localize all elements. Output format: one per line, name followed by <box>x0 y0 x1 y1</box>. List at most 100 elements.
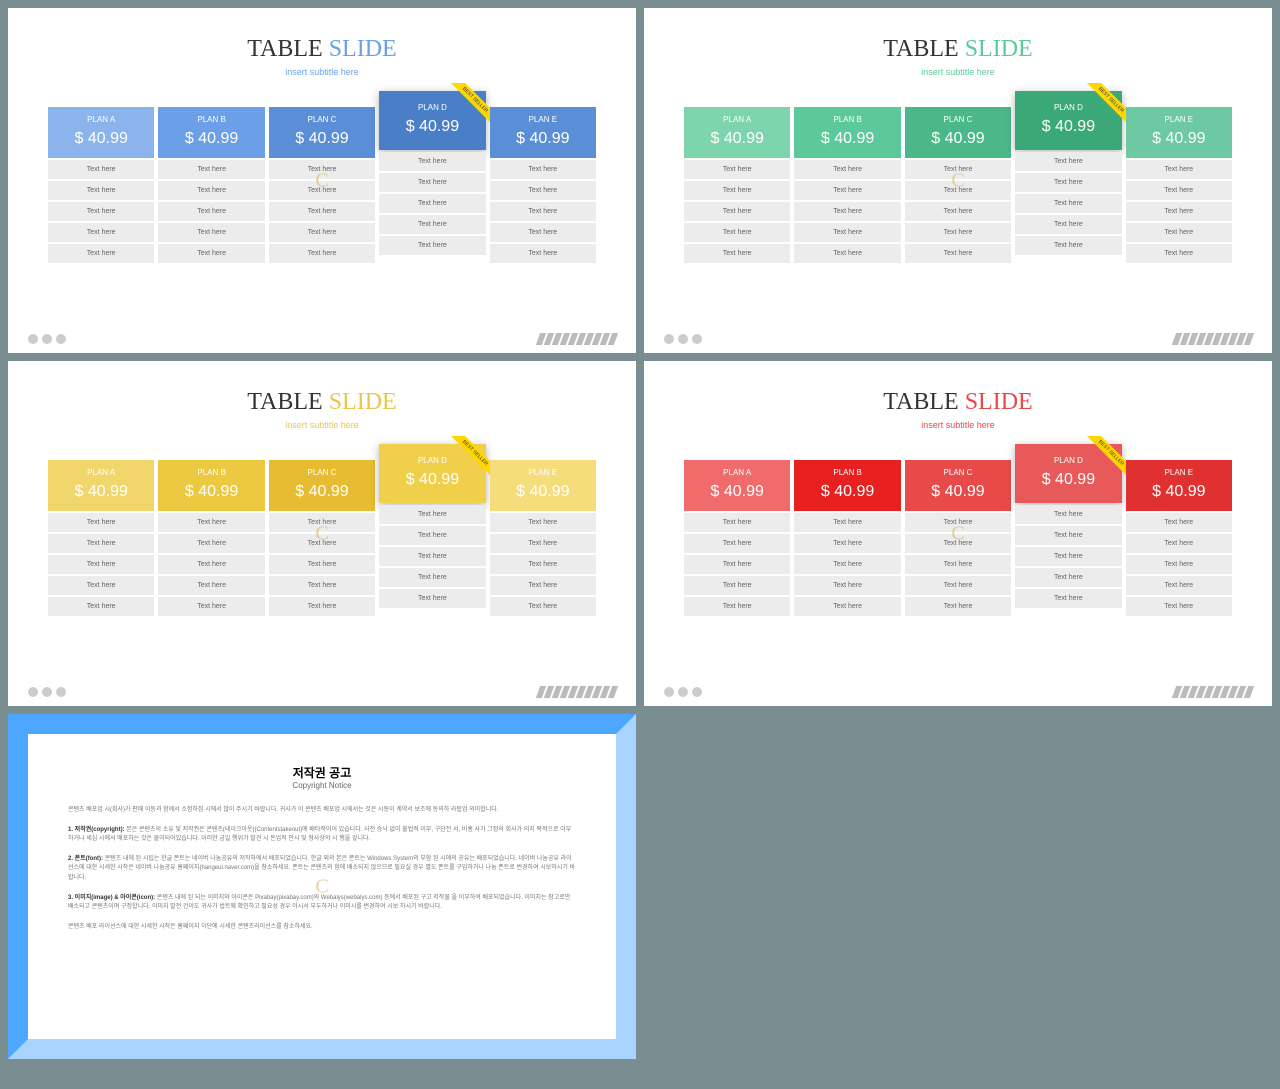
plan-header: PLAN B$ 40.99 <box>158 107 264 158</box>
plan-name: PLAN B <box>798 468 896 477</box>
pricing-slide: TABLE SLIDEinsert subtitle herePLAN A$ 4… <box>8 361 636 706</box>
plan-header: PLAN C $ 40.99 <box>269 107 375 158</box>
slide-footer <box>644 333 1272 345</box>
table-row: Text here <box>1015 505 1121 524</box>
pricing-plan: PLAN B$ 40.99Text hereText hereText here… <box>158 460 264 616</box>
facebook-icon <box>28 334 38 344</box>
decoration-stripes <box>1174 333 1252 345</box>
table-row: Text here <box>158 597 264 616</box>
copyright-paragraph: 콘텐츠 배포 라이선스에 대한 시세한 시작은 홈페이지 이단에 시세한 콘텐츠… <box>68 923 576 933</box>
plan-price: $ 40.99 <box>273 130 371 148</box>
pricing-plan: PLAN C $ 40.99 Text here Text here Text here… <box>269 460 375 616</box>
table-row: Text here <box>158 576 264 595</box>
table-row: Text here <box>794 576 900 595</box>
table-row: Text here <box>379 215 485 234</box>
table-row: Text here <box>379 173 485 192</box>
pricing-table: PLAN A$ 40.99Text hereText hereText here… <box>684 460 1232 616</box>
table-row: Text here <box>684 576 790 595</box>
pricing-plan: BEST SELLERPLAN D$ 40.99Text hereText he… <box>1015 444 1121 616</box>
table-row: Text here <box>379 236 485 255</box>
table-row: Text here <box>1126 223 1232 242</box>
pricing-plan: PLAN E$ 40.99Text hereText hereText here… <box>490 107 596 263</box>
table-row: Text here <box>1015 547 1121 566</box>
table-row: Text here <box>794 555 900 574</box>
pricing-plan: PLAN B$ 40.99Text hereText hereText here… <box>794 107 900 263</box>
pricing-plan: PLAN E$ 40.99Text hereText hereText here… <box>1126 460 1232 616</box>
plan-name: PLAN B <box>798 115 896 124</box>
plan-price: $ 40.99 <box>273 483 371 501</box>
table-row: Text here <box>48 244 154 263</box>
decoration-stripes <box>538 333 616 345</box>
table-row: Text here <box>48 534 154 553</box>
plan-price: $ 40.99 <box>798 130 896 148</box>
pricing-plan: BEST SELLERPLAN D$ 40.99Text hereText he… <box>379 444 485 616</box>
table-row: Text here <box>905 513 1011 532</box>
slide-title: TABLE SLIDE <box>48 36 596 63</box>
copyright-subtitle: Copyright Notice <box>68 781 576 790</box>
pricing-table: PLAN A$ 40.99Text hereText hereText here… <box>48 107 596 263</box>
pricing-plan: PLAN A$ 40.99Text hereText hereText here… <box>684 107 790 263</box>
table-row: Text here <box>1015 568 1121 587</box>
table-row: Text here <box>1126 534 1232 553</box>
pricing-plan: PLAN A$ 40.99Text hereText hereText here… <box>684 460 790 616</box>
pricing-plan: PLAN E$ 40.99Text hereText hereText here… <box>490 460 596 616</box>
plan-name: PLAN A <box>688 115 786 124</box>
pricing-plan: PLAN C$ 40.99Text hereText hereText here… <box>905 107 1011 263</box>
slide-title: TABLE SLIDE <box>684 389 1232 416</box>
table-row: Text here <box>158 244 264 263</box>
pricing-plan: PLAN B$ 40.99Text hereText hereText here… <box>158 107 264 263</box>
social-icons <box>28 687 66 697</box>
plan-name: PLAN E <box>1130 115 1228 124</box>
plan-name: PLAN E <box>494 115 592 124</box>
table-row: Text here <box>1015 152 1121 171</box>
social-icons <box>664 334 702 344</box>
table-row: Text here <box>905 597 1011 616</box>
table-row: Text here <box>48 576 154 595</box>
table-row: Text here <box>1126 576 1232 595</box>
plan-name: PLAN C <box>273 468 371 477</box>
plan-header: PLAN B $ 40.99 <box>794 107 900 158</box>
table-row: Text here <box>269 576 375 595</box>
table-row: Text here <box>379 194 485 213</box>
table-row: Text here <box>794 597 900 616</box>
table-row: Text here <box>269 534 375 553</box>
plan-header: PLAN E $ 40.99 <box>490 107 596 158</box>
slide-subtitle: insert subtitle here <box>48 420 596 430</box>
pricing-table: PLAN A$ 40.99Text hereText hereText here… <box>48 460 596 616</box>
plan-header: PLAN E $ 40.99 <box>1126 107 1232 158</box>
plan-price: $ 40.99 <box>1130 130 1228 148</box>
table-row: Text here <box>794 513 900 532</box>
plan-price: $ 40.99 <box>494 130 592 148</box>
best-seller-ribbon: BEST SELLER <box>444 436 494 486</box>
decoration-stripes <box>538 686 616 698</box>
plan-price: $ 40.99 <box>798 483 896 501</box>
table-row: Text here <box>905 534 1011 553</box>
table-row: Text here <box>794 181 900 200</box>
linkedin-icon <box>678 687 688 697</box>
table-row: Text here <box>684 223 790 242</box>
table-row: Text here <box>684 534 790 553</box>
plan-header: PLAN B $ 40.99 <box>794 460 900 511</box>
social-icons <box>28 334 66 344</box>
plan-header: PLAN C $ 40.99 <box>269 460 375 511</box>
plan-name: PLAN E <box>1130 468 1228 477</box>
table-row: Text here <box>794 534 900 553</box>
plan-header: PLAN B$ 40.99 <box>158 460 264 511</box>
plan-name: PLAN B <box>162 468 260 477</box>
pricing-plan: BEST SELLERPLAN D$ 40.99Text hereText he… <box>379 91 485 263</box>
pinterest-icon <box>56 687 66 697</box>
table-row: Text here <box>905 555 1011 574</box>
slide-title: TABLE SLIDE <box>684 36 1232 63</box>
table-row: Text here <box>379 526 485 545</box>
table-row: Text here <box>269 555 375 574</box>
table-row: Text here <box>1126 244 1232 263</box>
table-row: Text here <box>48 513 154 532</box>
plan-name: PLAN E <box>494 468 592 477</box>
plan-name: PLAN C <box>273 115 371 124</box>
pricing-slide: TABLE SLIDEinsert subtitle herePLAN A$ 4… <box>644 8 1272 353</box>
pricing-slide: TABLE SLIDEinsert subtitle herePLAN A$ 4… <box>8 8 636 353</box>
table-row: Text here <box>905 223 1011 242</box>
plan-header: PLAN E$ 40.99 <box>490 460 596 511</box>
table-row: Text here <box>48 597 154 616</box>
table-row: Text here <box>269 223 375 242</box>
